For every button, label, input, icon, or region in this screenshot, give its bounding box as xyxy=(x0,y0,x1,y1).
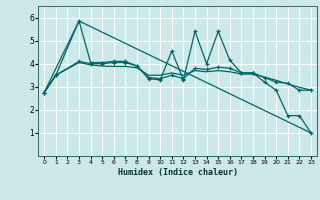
X-axis label: Humidex (Indice chaleur): Humidex (Indice chaleur) xyxy=(118,168,238,177)
